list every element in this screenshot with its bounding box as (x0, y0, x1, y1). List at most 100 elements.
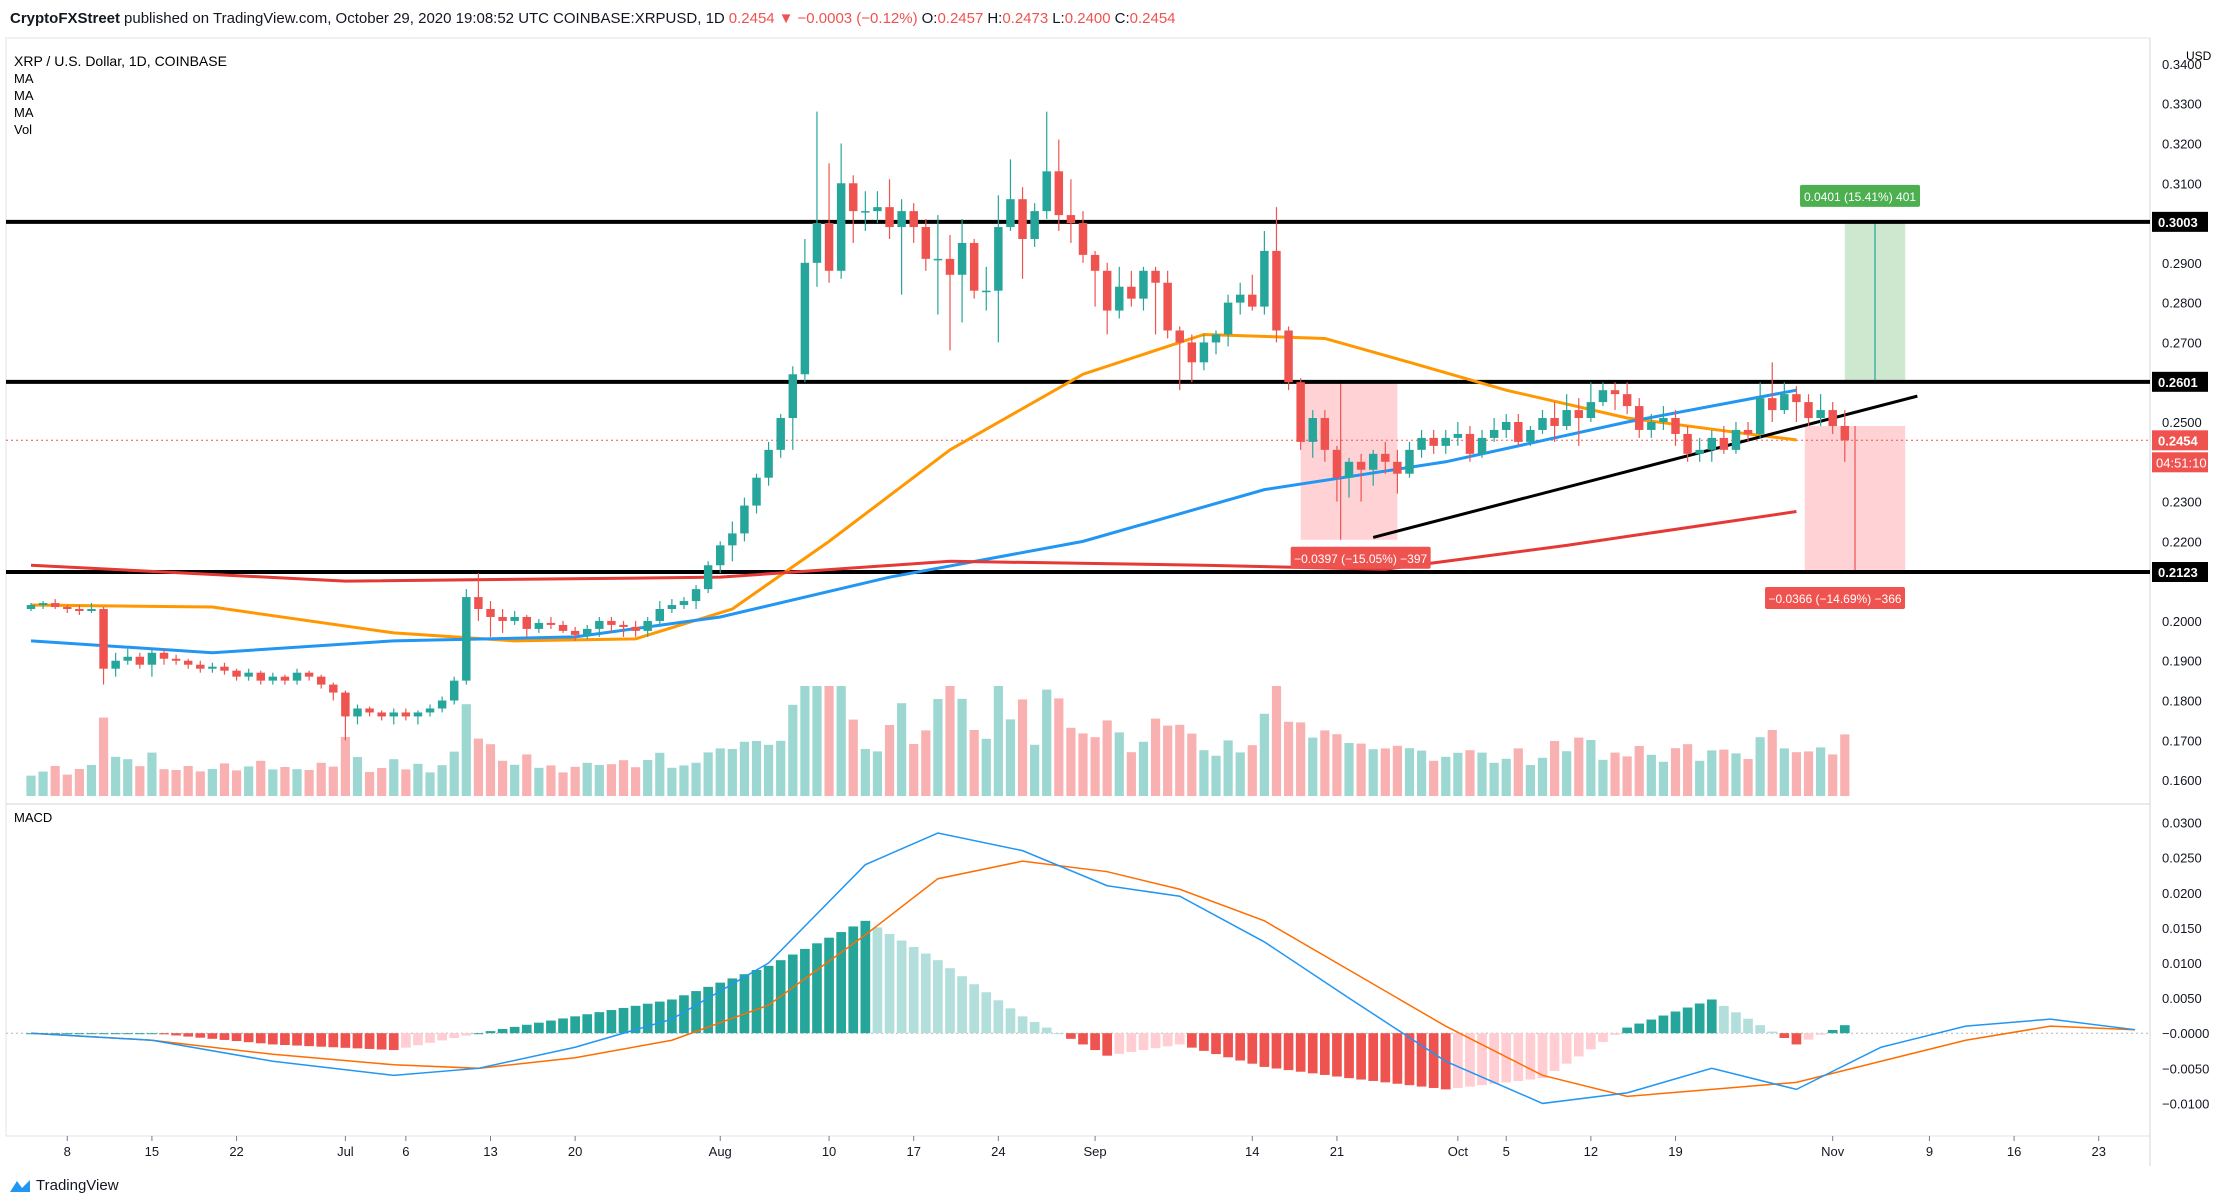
volume-bar (824, 686, 834, 796)
candle-body (1381, 453, 1390, 462)
volume-bar (1078, 733, 1088, 796)
volume-bar (1719, 749, 1729, 796)
macd-histogram-bar (1114, 1033, 1125, 1054)
volume-bar (1646, 754, 1656, 796)
candle-body (208, 666, 217, 669)
volume-bar (618, 760, 629, 796)
long-target-label-bg[interactable] (1800, 184, 1921, 207)
candle-body (87, 609, 96, 611)
macd-histogram-bar (1102, 1033, 1113, 1056)
volume-bar (437, 765, 447, 796)
macd-histogram-bar (872, 927, 883, 1034)
candle-body (957, 242, 967, 275)
macd-histogram-bar (147, 1033, 157, 1035)
brand-name[interactable]: TradingView (36, 1177, 119, 1194)
chart-canvas[interactable]: 0.3400 0.3300 0.3200 0.3100 0.2900 0.2800 0.27… (0, 36, 2238, 1170)
macd-histogram-bar (280, 1033, 290, 1045)
past-drop-label-bg[interactable] (1290, 546, 1431, 569)
candle-body (836, 183, 846, 271)
signal-line[interactable] (30, 860, 2136, 1098)
macd-histogram-bar (812, 943, 822, 1034)
volume-bar (679, 765, 689, 796)
volume-bar (1441, 756, 1451, 796)
short-target-label-bg[interactable] (1765, 587, 1906, 610)
current-price-tag-bg (2152, 430, 2208, 451)
macd-histogram-bar (908, 947, 919, 1034)
candle-body (812, 223, 822, 263)
symbol-text: COINBASE:XRPUSD, 1D (553, 9, 725, 27)
candle-body (873, 207, 882, 212)
volume-bar (800, 686, 810, 796)
macd-histogram-bar (1767, 1031, 1778, 1034)
candle-body (1393, 461, 1402, 474)
candle-body (1332, 449, 1342, 478)
volume-bar (884, 725, 895, 796)
macd-histogram-bar (763, 965, 774, 1034)
volume-bar (473, 738, 483, 796)
time-tick-label: 23 (2091, 1144, 2105, 1159)
macd-histogram-bar (1356, 1033, 1366, 1080)
candle-body (1707, 437, 1717, 450)
candle-body (1574, 410, 1584, 419)
macd-line[interactable] (30, 832, 2136, 1105)
candle-body (1598, 390, 1608, 403)
macd-tick-label: 0.0250 (2162, 851, 2202, 866)
macd-histogram-bar (715, 982, 726, 1034)
candle-body (1501, 422, 1511, 430)
volume-bar (993, 686, 1003, 796)
macd-histogram-bar (1573, 1033, 1584, 1057)
volume-bar (352, 757, 363, 796)
macd-histogram-bar (933, 960, 943, 1034)
candle-body (1634, 406, 1644, 430)
candle-body (1127, 286, 1136, 299)
candle-body (26, 605, 36, 610)
change-price: 0.2454 (728, 9, 775, 27)
candle-body (1030, 211, 1039, 239)
candle-body (1780, 394, 1789, 411)
macd-histogram-bar (1259, 1033, 1270, 1067)
candle-body (1477, 437, 1487, 454)
tradingview-logo-icon (10, 1179, 30, 1192)
volume-bar (691, 762, 701, 796)
macd-histogram-bar (1634, 1023, 1645, 1034)
legend-vol[interactable]: Vol (14, 122, 32, 137)
candle-body (38, 603, 48, 606)
candle-body (1151, 270, 1160, 283)
legend-ma-1[interactable]: MA (14, 71, 34, 86)
time-tick-label: 22 (229, 1144, 243, 1159)
macd-histogram-bar (1295, 1033, 1306, 1072)
moving-average-line[interactable] (30, 388, 1797, 655)
macd-tick-label: −0.0100 (2162, 1096, 2209, 1111)
candle-body (75, 609, 84, 611)
candle-body (486, 609, 495, 617)
candle-body (631, 626, 640, 631)
volume-bar (292, 769, 302, 796)
volume-bar (123, 759, 133, 796)
volume-bar (1574, 737, 1584, 796)
volume-bar (909, 744, 919, 796)
legend-macd[interactable]: MACD (14, 810, 52, 825)
currency-label[interactable]: USD (2186, 49, 2212, 63)
legend-ma-3[interactable]: MA (14, 105, 34, 120)
macd-histogram-bar (993, 1000, 1004, 1034)
volume-bar (377, 768, 387, 796)
publisher-name[interactable]: CryptoFXStreet (10, 9, 121, 27)
volume-bar (1356, 743, 1366, 796)
price-tick-label: 0.2000 (2162, 614, 2202, 629)
volume-bar (1283, 721, 1294, 796)
volume-bar (1828, 754, 1838, 796)
macd-tick-label: 0.0200 (2162, 886, 2202, 901)
macd-histogram-bar (1332, 1033, 1342, 1077)
macd-histogram-bar (787, 954, 798, 1034)
volume-bar (26, 775, 36, 796)
moving-average-line[interactable] (30, 510, 1797, 583)
macd-tick-label: −0.0000 (2162, 1026, 2209, 1041)
candle-body (1248, 294, 1257, 307)
volume-bar (1670, 748, 1681, 796)
legend-ma-2[interactable]: MA (14, 88, 34, 103)
volume-bar (1816, 747, 1826, 796)
current-price-tag: 0.2454 (2158, 433, 2199, 448)
volume-bar (62, 774, 72, 796)
ascending-trendline[interactable] (1372, 394, 1918, 539)
volume-bar (957, 698, 967, 796)
